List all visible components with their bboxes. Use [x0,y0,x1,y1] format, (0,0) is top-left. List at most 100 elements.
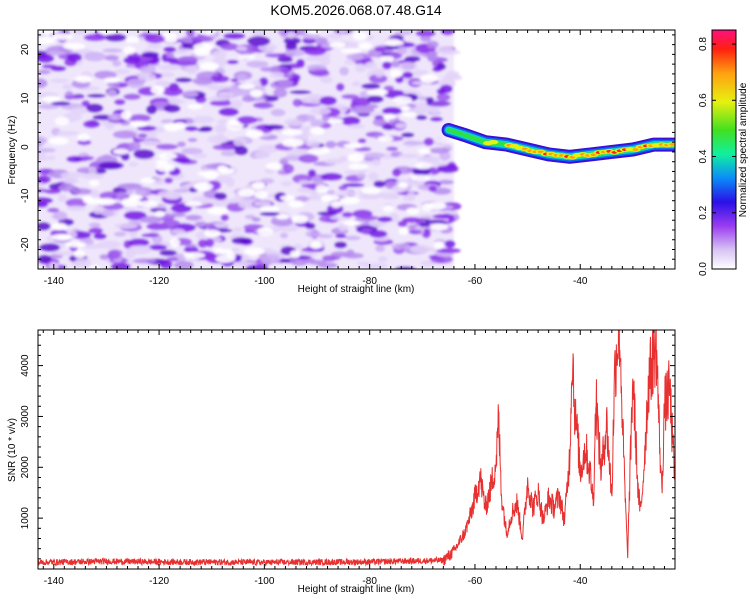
noise-blob [338,155,349,163]
noise-blob [368,74,388,84]
noise-blob [66,205,87,211]
noise-blob [429,106,440,114]
noise-blob [382,107,402,115]
noise-blob [426,40,439,49]
noise-blob [151,177,166,186]
spectrogram-x-tick-label: -100 [254,276,274,287]
noise-gap [398,227,409,235]
noise-blob [81,100,91,107]
noise-blob [438,179,454,185]
noise-blob [251,217,261,222]
noise-blob [72,188,92,195]
noise-blob [112,130,137,139]
noise-blob [259,66,281,72]
noise-blob [141,233,160,238]
noise-blob [58,194,67,203]
noise-blob [165,52,175,59]
noise-blob [176,141,186,148]
noise-gap [389,69,402,78]
noise-blob [428,147,450,154]
noise-gap [379,55,395,62]
noise-gap [410,174,431,182]
noise-gap [65,241,87,248]
snr-series-line [38,330,675,567]
noise-blob [94,70,117,80]
noise-blob [88,222,101,228]
noise-blob [270,216,294,227]
noise-gap [203,229,222,238]
noise-blob [49,254,63,259]
noise-gap [63,42,86,50]
noise-blob [106,82,121,88]
noise-blob [260,254,281,265]
noise-blob [197,239,208,248]
noise-blob [284,49,305,57]
noise-gap [82,195,94,202]
noise-gap [51,222,68,231]
noise-blob [92,205,104,215]
noise-gap [173,121,187,130]
noise-blob [128,161,139,167]
noise-blob [185,30,196,37]
noise-blob [88,227,104,234]
noise-blob [341,94,359,100]
noise-gap [123,46,136,55]
noise-blob [310,119,325,128]
snr-x-tick-label: -60 [468,576,483,587]
noise-blob [340,116,361,126]
noise-blob [205,238,215,248]
noise-blob [187,137,198,143]
noise-blob [344,170,366,175]
noise-blob [339,66,349,76]
noise-blob [279,232,289,239]
noise-blob [174,157,192,164]
spectrogram-y-tick-label: -10 [20,188,31,203]
noise-blob [251,30,266,38]
noise-gap [38,30,59,35]
noise-blob [128,238,150,247]
noise-blob [390,60,401,68]
noise-blob [38,188,51,193]
noise-gap [330,201,342,209]
noise-blob [185,243,197,248]
noise-blob [38,54,55,63]
noise-blob [382,61,392,70]
noise-blob [170,228,186,235]
noise-blob [161,86,184,97]
noise-blob [246,60,269,68]
noise-blob [64,95,85,100]
noise-blob [426,51,438,60]
noise-blob [305,230,322,238]
noise-blob [326,33,343,39]
noise-blob [184,125,199,132]
noise-blob [160,119,176,124]
noise-blob [60,171,82,179]
noise-blob [404,55,421,62]
noise-blob [138,133,148,138]
noise-blob [123,93,141,101]
noise-gap [281,128,303,136]
noise-gap [309,126,325,135]
noise-blob [326,189,336,195]
noise-blob [338,185,348,191]
noise-gap [251,181,266,190]
snr-x-tick-label: -140 [44,576,64,587]
noise-gap [187,103,203,110]
noise-gap [430,223,449,231]
noise-blob [146,43,162,50]
noise-gap [358,42,372,50]
colorbar-tick-label: 0.4 [698,149,709,163]
noise-gap [125,35,140,44]
noise-blob [335,82,345,92]
noise-blob [212,49,227,60]
noise-gap [392,95,413,105]
noise-gap [77,133,90,142]
noise-blob [357,260,371,267]
noise-blob [377,256,388,263]
noise-blob [58,183,76,192]
noise-gap [275,214,289,220]
noise-blob [102,48,123,53]
noise-blob [163,104,181,113]
noise-blob [110,262,131,269]
noise-blob [163,46,177,53]
